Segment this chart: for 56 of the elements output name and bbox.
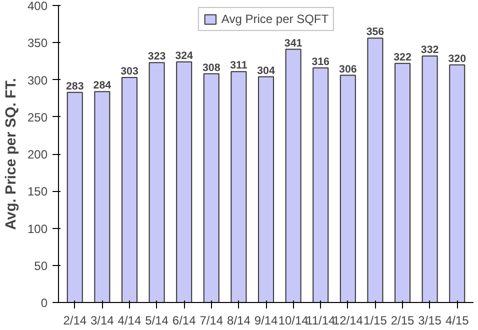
bar (258, 76, 274, 302)
x-tick-label: 4/14 (118, 314, 142, 328)
y-tick-label: 250 (27, 110, 48, 124)
bar (66, 92, 83, 302)
y-tick-label: 0 (40, 296, 48, 310)
y-tick-label: 400 (27, 0, 48, 13)
data-label: 316 (312, 56, 330, 68)
y-tick-label: 350 (27, 36, 48, 50)
bar (422, 55, 438, 302)
x-tick-label: 8/14 (227, 314, 251, 328)
data-label: 311 (230, 60, 248, 72)
bar (148, 62, 165, 302)
data-label: 284 (93, 80, 112, 92)
y-tick-label: 300 (27, 73, 48, 88)
x-tick-label: 3/15 (418, 314, 442, 328)
bar (449, 64, 466, 302)
x-tick-label: 2/14 (63, 314, 87, 328)
data-label: 324 (175, 50, 194, 62)
bar (230, 71, 247, 302)
bar (285, 48, 302, 302)
x-tick-label: 12/14 (332, 314, 364, 328)
x-tick-label: 5/14 (145, 314, 169, 328)
data-label: 303 (120, 66, 138, 78)
bar (121, 77, 138, 302)
x-tick-label: 3/14 (90, 314, 114, 328)
bar (176, 61, 192, 302)
y-tick-label: 150 (27, 184, 48, 199)
data-label: 341 (284, 37, 302, 50)
bar (203, 73, 220, 302)
x-tick-label: 9/14 (254, 314, 278, 328)
x-tick-label: 4/15 (445, 314, 470, 328)
data-label: 356 (366, 26, 384, 38)
data-label: 306 (339, 63, 357, 76)
x-tick-label: 6/14 (172, 314, 196, 328)
legend-label: Avg Price per SQFT (221, 12, 329, 26)
bar (367, 38, 384, 302)
data-label: 323 (148, 50, 166, 63)
data-label: 308 (202, 62, 220, 74)
x-tick-label: 1/15 (364, 314, 388, 328)
data-label: 283 (66, 80, 84, 92)
bar (394, 62, 411, 302)
x-tick-label: 2/15 (390, 314, 415, 328)
data-label: 304 (257, 64, 275, 77)
bar (94, 91, 110, 302)
bar (340, 74, 356, 302)
y-tick-label: 50 (34, 258, 48, 273)
data-label: 332 (420, 44, 439, 56)
bar (312, 67, 329, 302)
data-label: 320 (448, 52, 466, 65)
y-tick-label: 100 (27, 222, 48, 236)
x-tick-label: 7/14 (200, 314, 224, 328)
x-tick-label: 10/14 (278, 314, 309, 328)
y-tick-label: 200 (27, 148, 48, 162)
y-axis-title: Avg. Price per SQ. FT. (3, 78, 20, 230)
data-label: 322 (394, 51, 412, 64)
x-tick-label: 11/14 (306, 314, 336, 328)
